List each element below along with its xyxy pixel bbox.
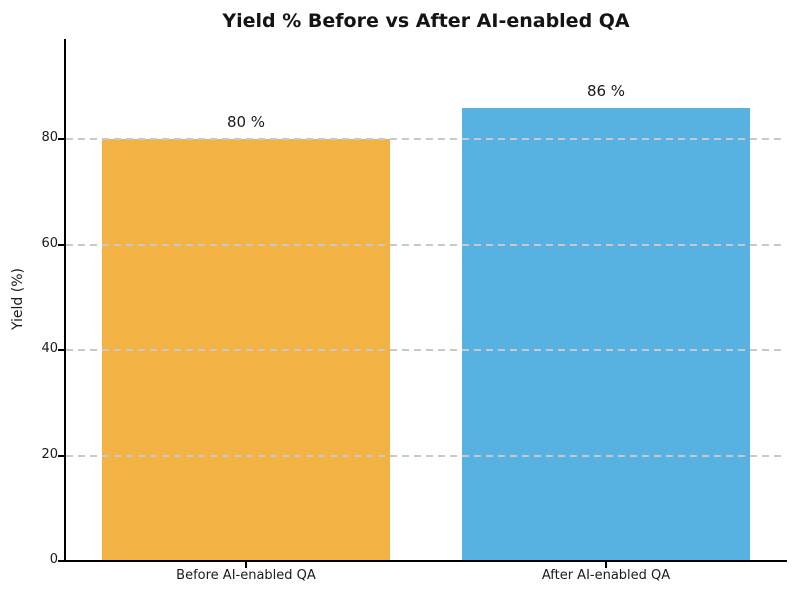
y-tick-mark <box>58 560 64 562</box>
y-axis-spine <box>64 39 66 562</box>
gridline-y60 <box>66 243 786 246</box>
y-tick-label: 80 <box>41 130 58 146</box>
gridline-y40 <box>66 349 786 352</box>
y-tick-mark <box>58 454 64 457</box>
y-tick-mark <box>58 243 64 246</box>
x-tick-label: Before AI-enabled QA <box>176 568 316 583</box>
y-tick-mark <box>58 138 64 141</box>
bar-after <box>462 107 750 561</box>
x-tick-mark <box>245 562 247 568</box>
y-tick-mark <box>58 349 64 352</box>
chart-title: Yield % Before vs After AI-enabled QA <box>222 10 630 32</box>
y-tick-label: 20 <box>41 446 58 462</box>
y-tick-label: 0 <box>49 552 58 567</box>
y-tick-label: 40 <box>41 341 58 357</box>
y-axis-label: Yield (%) <box>10 268 26 331</box>
x-axis-spine <box>64 560 787 562</box>
bar-value-label: 80 % <box>226 113 266 132</box>
gridline-y20 <box>66 454 786 457</box>
bar-value-label: 86 % <box>586 81 626 100</box>
gridline-y80 <box>66 138 786 141</box>
x-tick-label: After AI-enabled QA <box>541 568 671 583</box>
y-tick-label: 60 <box>41 235 58 251</box>
x-tick-mark <box>605 562 607 568</box>
